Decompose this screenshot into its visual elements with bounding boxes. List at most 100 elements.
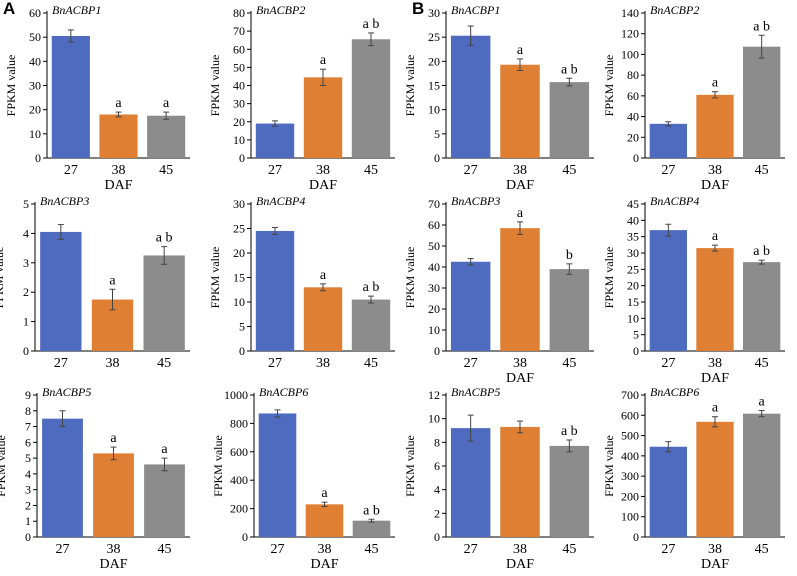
x-tick-label: 27 [268, 356, 282, 371]
bar [144, 464, 185, 537]
y-tick-label: 5 [239, 320, 245, 334]
x-tick-label: 38 [513, 356, 527, 371]
panel-label-b: B [412, 0, 425, 18]
y-axis-label: FPKM value [403, 247, 417, 309]
bar [649, 446, 687, 537]
bar [93, 453, 134, 537]
y-tick-label: 15 [428, 79, 440, 93]
bar [450, 35, 491, 158]
y-tick-label: 0 [23, 344, 29, 358]
significance-label: a b [753, 19, 770, 34]
bar [549, 82, 590, 158]
significance-label: a [712, 76, 719, 91]
bar [696, 94, 734, 158]
bar [143, 255, 185, 351]
chart-title: BnACBP3 [451, 194, 500, 208]
significance-label: a [759, 395, 766, 410]
chart-title: BnACBP4 [256, 194, 305, 208]
y-tick-label: 10 [627, 311, 639, 325]
y-tick-label: 0 [242, 530, 248, 544]
y-tick-label: 4 [434, 483, 440, 497]
y-tick-label: 0 [633, 151, 639, 165]
y-tick-label: 3 [25, 483, 31, 497]
y-tick-label: 60 [29, 6, 41, 20]
y-tick-label: 3 [23, 256, 29, 270]
y-axis-label: FPKM value [208, 55, 222, 117]
bar [649, 230, 687, 351]
x-tick-label: 38 [316, 356, 330, 371]
y-tick-label: 30 [428, 6, 440, 20]
y-tick-label: 50 [29, 30, 41, 44]
bar [305, 504, 344, 537]
y-tick-label: 0 [633, 344, 639, 358]
significance-label: a [320, 53, 327, 68]
y-tick-label: 0 [434, 151, 440, 165]
x-tick-label: 27 [661, 163, 675, 178]
x-axis-label: DAF [506, 557, 534, 571]
x-axis-label: DAF [701, 371, 729, 386]
y-tick-label: 20 [428, 54, 440, 68]
chart-title: BnACBP5 [451, 385, 500, 399]
y-tick-label: 8 [434, 435, 440, 449]
y-tick-label: 12 [428, 388, 440, 402]
y-tick-label: 600 [621, 408, 639, 422]
y-tick-label: 5 [434, 127, 440, 141]
bar [500, 228, 540, 351]
y-tick-label: 400 [230, 473, 248, 487]
y-tick-label: 0 [239, 344, 245, 358]
y-tick-label: 40 [29, 54, 41, 68]
y-tick-label: 50 [233, 60, 245, 74]
significance-label: a [109, 273, 116, 288]
y-tick-label: 25 [428, 30, 440, 44]
bar [743, 262, 781, 351]
x-axis-label: DAF [104, 178, 132, 193]
bar [303, 287, 343, 351]
x-tick-label: 27 [271, 542, 285, 557]
y-tick-label: 70 [428, 197, 440, 211]
y-tick-label: 40 [428, 260, 440, 274]
y-tick-label: 20 [29, 103, 41, 117]
y-tick-label: 60 [428, 218, 440, 232]
y-axis-label: FPKM value [211, 435, 225, 497]
y-axis-label: FPKM value [602, 435, 616, 497]
x-axis-label: DAF [99, 557, 127, 571]
x-tick-label: 45 [755, 163, 769, 178]
bar [40, 231, 82, 351]
x-tick-label: 27 [268, 163, 282, 178]
y-tick-label: 35 [627, 230, 639, 244]
y-tick-label: 120 [621, 27, 639, 41]
y-tick-label: 40 [627, 110, 639, 124]
y-tick-label: 0 [434, 530, 440, 544]
significance-label: b [566, 248, 573, 263]
x-tick-label: 45 [364, 356, 378, 371]
y-tick-label: 60 [233, 42, 245, 56]
y-tick-label: 5 [633, 328, 639, 342]
y-axis-label: FPKM value [403, 55, 417, 117]
x-tick-label: 45 [755, 356, 769, 371]
y-tick-label: 25 [627, 262, 639, 276]
y-tick-label: 5 [23, 197, 29, 211]
y-tick-label: 0 [434, 344, 440, 358]
y-tick-label: 0 [633, 530, 639, 544]
bar [352, 520, 391, 537]
bar [500, 64, 540, 158]
y-tick-label: 0 [35, 151, 41, 165]
x-tick-label: 38 [318, 542, 332, 557]
y-axis-label: FPKM value [0, 435, 8, 497]
y-tick-label: 40 [233, 79, 245, 93]
y-tick-label: 30 [428, 281, 440, 295]
x-axis-label: DAF [310, 557, 338, 571]
y-tick-label: 200 [621, 489, 639, 503]
y-tick-label: 1000 [224, 388, 248, 402]
y-tick-label: 0 [25, 530, 31, 544]
x-tick-label: 38 [513, 163, 527, 178]
significance-label: a [161, 442, 168, 457]
significance-label: a [321, 486, 328, 501]
bar [258, 413, 297, 537]
x-tick-label: 27 [661, 356, 675, 371]
chart-title: BnACBP2 [650, 3, 699, 17]
y-tick-label: 25 [233, 222, 245, 236]
y-tick-label: 20 [627, 130, 639, 144]
significance-label: a [517, 43, 524, 58]
